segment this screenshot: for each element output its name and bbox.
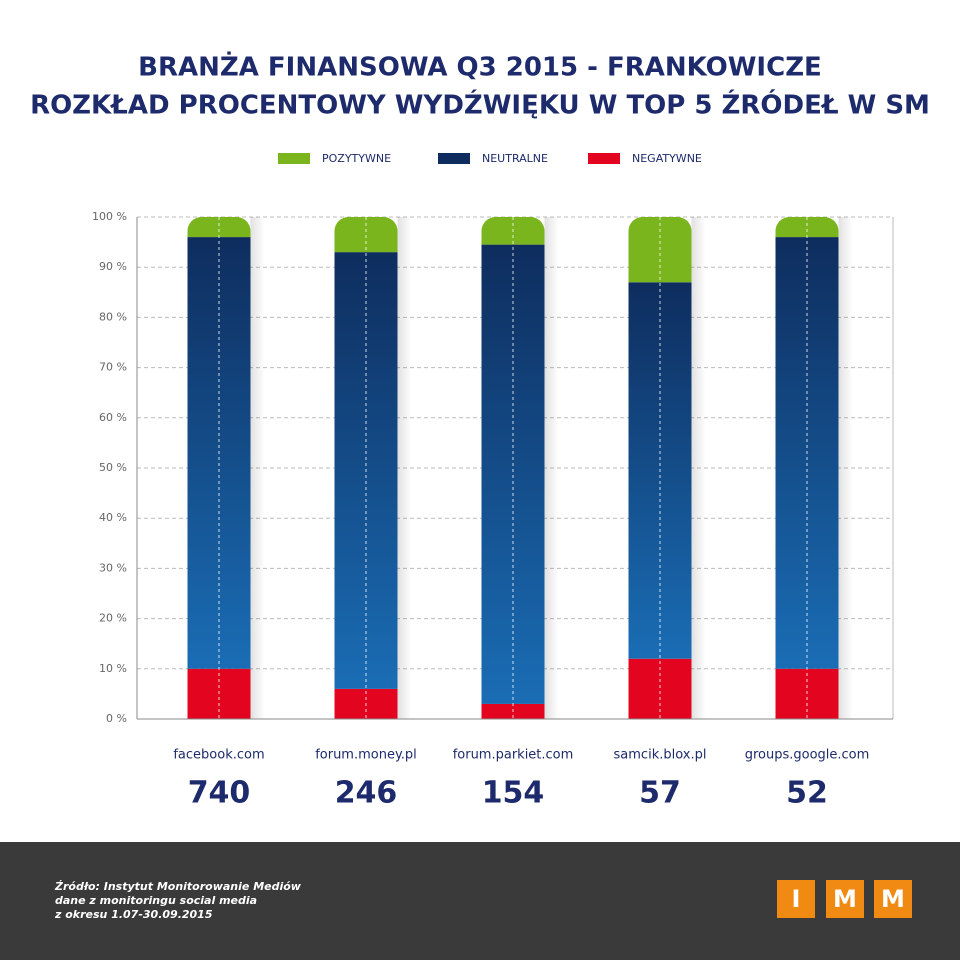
x-tick-label: groups.google.com — [745, 748, 870, 763]
bar-shadow — [838, 217, 853, 719]
x-tick-label: forum.parkiet.com — [453, 748, 574, 763]
legend-swatch — [588, 153, 620, 164]
bar-segment — [187, 217, 251, 238]
chart-title: BRANŻA FINANSOWA Q3 2015 - FRANKOWICZE — [138, 51, 822, 83]
y-tick-label: 10 % — [99, 662, 127, 675]
y-tick-label: 100 % — [92, 210, 127, 223]
count-label: 57 — [639, 776, 681, 811]
chart-title: ROZKŁAD PROCENTOWY WYDŹWIĘKU W TOP 5 ŹRÓ… — [30, 89, 930, 121]
y-tick-label: 70 % — [99, 361, 127, 374]
bar-shadow — [397, 217, 412, 719]
logo-letter: I — [792, 885, 801, 913]
logo-letter: M — [881, 885, 905, 913]
legend-swatch — [438, 153, 470, 164]
y-tick-label: 50 % — [99, 461, 127, 474]
legend-swatch — [278, 153, 310, 164]
legend-label: NEUTRALNE — [482, 152, 548, 165]
source: z okresu 1.07-30.09.2015 — [54, 908, 213, 921]
y-tick-label: 90 % — [99, 260, 127, 273]
y-tick-label: 40 % — [99, 511, 127, 524]
legend-label: POZYTYWNE — [322, 152, 391, 165]
bar-shadow — [544, 217, 559, 719]
bar-segment — [334, 217, 398, 253]
logo-box — [777, 880, 815, 918]
count-label: 154 — [482, 776, 545, 811]
x-tick-label: forum.money.pl — [315, 748, 417, 763]
y-tick-label: 0 % — [106, 712, 127, 725]
bar-segment — [775, 217, 839, 238]
x-tick-label: facebook.com — [173, 748, 264, 763]
y-tick-label: 60 % — [99, 411, 127, 424]
y-tick-label: 20 % — [99, 612, 127, 625]
bar-shadow — [691, 217, 706, 719]
count-label: 246 — [335, 776, 398, 811]
count-label: 52 — [786, 776, 828, 811]
source: Źródło: Instytut Monitorowanie Mediów — [54, 880, 302, 893]
y-tick-label: 80 % — [99, 310, 127, 323]
x-tick-label: samcik.blox.pl — [614, 748, 707, 763]
legend-label: NEGATYWNE — [632, 152, 702, 165]
bar-shadow — [250, 217, 265, 719]
count-label: 740 — [188, 776, 251, 811]
source: dane z monitoringu social media — [55, 894, 257, 907]
logo-letter: M — [833, 885, 857, 913]
y-tick-label: 30 % — [99, 561, 127, 574]
logo-box — [874, 880, 912, 918]
logo-box — [826, 880, 864, 918]
